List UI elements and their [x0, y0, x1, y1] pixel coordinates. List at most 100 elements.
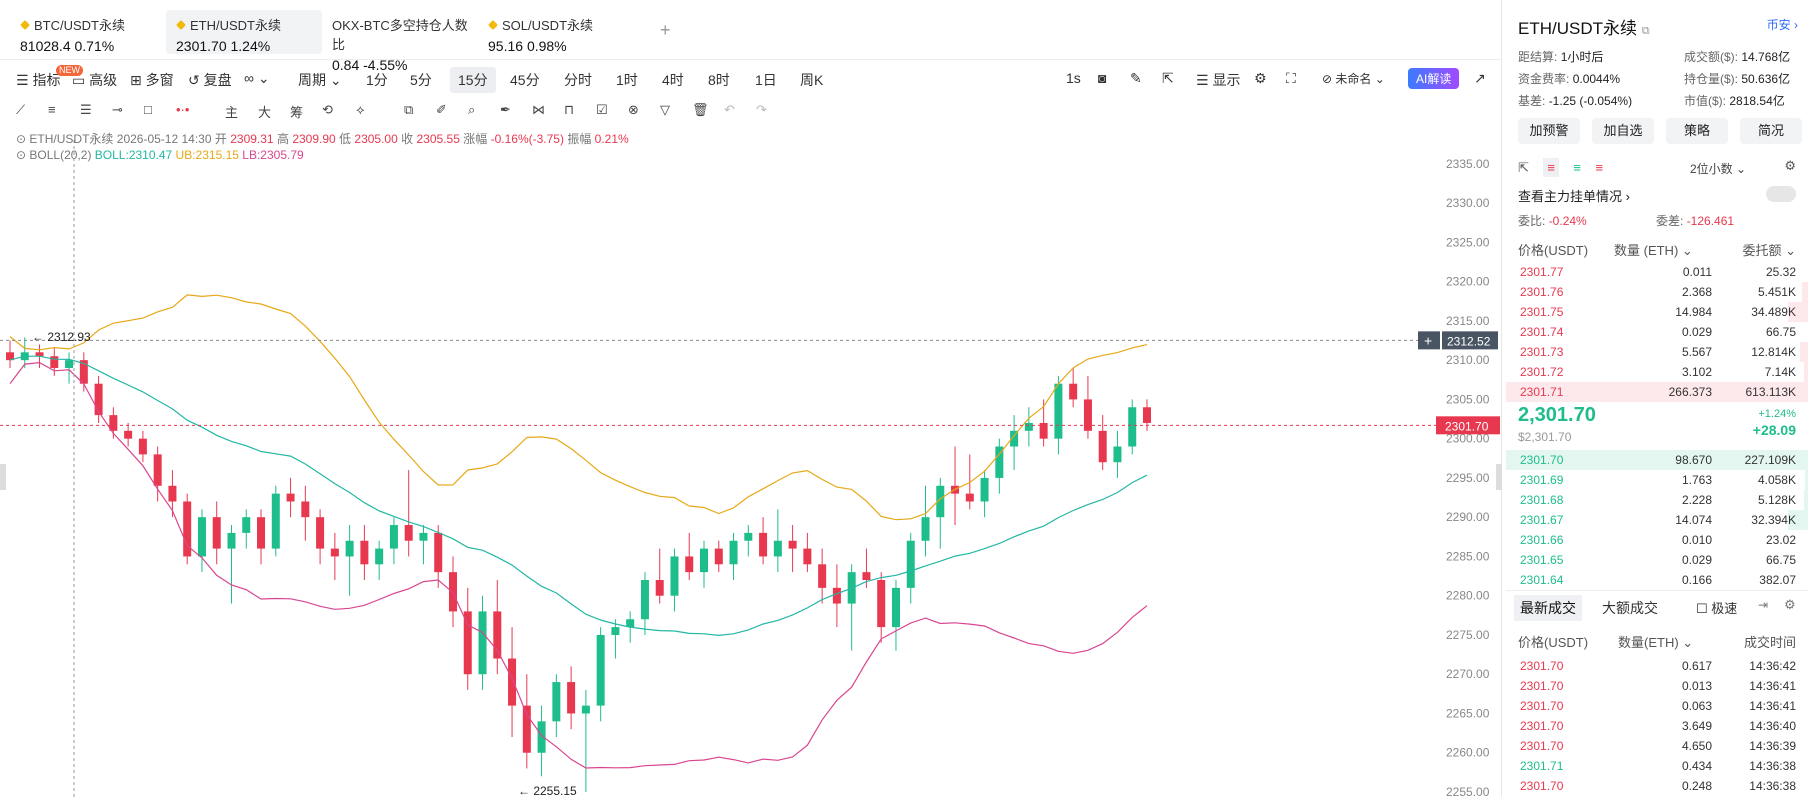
dots-tool-icon[interactable]: •·• — [176, 102, 190, 117]
main-orders-toggle[interactable] — [1766, 186, 1796, 202]
main-tool[interactable]: 主 — [225, 105, 239, 120]
big-tool[interactable]: 大 — [258, 105, 272, 120]
measure-tool-icon[interactable]: ⟡ — [356, 102, 365, 117]
fast-checkbox[interactable]: ☐ 极速 — [1696, 601, 1738, 616]
bid-row[interactable]: 2301.64 0.166 382.07 — [1506, 570, 1808, 590]
fib-tool-icon[interactable]: ⟲ — [322, 102, 333, 117]
decimals-dropdown[interactable]: 2位小数 ⌄ — [1690, 162, 1747, 176]
trash-icon[interactable]: 🗑 — [692, 102, 709, 117]
chart-type-dropdown[interactable]: ∞ ⌄ — [244, 70, 270, 86]
add-alert-button[interactable]: 加预警 — [1518, 118, 1580, 144]
coin-icon — [488, 19, 498, 30]
ask-row[interactable]: 2301.75 14.984 34.489K — [1506, 302, 1808, 322]
ask-row[interactable]: 2301.77 0.011 25.32 — [1506, 262, 1808, 282]
ruler-tool-icon[interactable]: ✐ — [436, 102, 447, 117]
chip-tool[interactable]: 筹 — [290, 105, 304, 120]
row-amount: 23.02 — [1765, 533, 1796, 547]
hlines-tool-icon[interactable]: ≡ — [48, 102, 56, 117]
ask-row[interactable]: 2301.76 2.368 5.451K — [1506, 282, 1808, 302]
bid-row[interactable]: 2301.68 2.228 5.128K — [1506, 490, 1808, 510]
channel-tool-icon[interactable]: ☰ — [80, 102, 92, 117]
trade-row[interactable]: 2301.70 0.063 14:36:41 — [1506, 696, 1808, 716]
bid-row[interactable]: 2301.67 14.074 32.394K — [1506, 510, 1808, 530]
tr-header-qty[interactable]: 数量(ETH) ⌄ — [1618, 635, 1694, 650]
multi-window-button[interactable]: ⊞ 多窗 — [130, 72, 174, 88]
export-icon[interactable]: ⇱ — [1162, 70, 1174, 86]
trade-row[interactable]: 2301.70 4.650 14:36:39 — [1506, 736, 1808, 756]
ob-header-qty[interactable]: 数量 (ETH) ⌄ — [1614, 243, 1693, 258]
tab-large-trades[interactable]: 大额成交 — [1602, 600, 1658, 616]
camera-icon[interactable]: ◙ — [1098, 70, 1107, 86]
indicators-button[interactable]: ☰ 指标 — [16, 72, 61, 88]
ask-row[interactable]: 2301.71 266.373 613.113K — [1506, 382, 1808, 402]
ai-explain-button[interactable]: AI解读 — [1408, 68, 1460, 89]
overview-button[interactable]: 简况 — [1740, 118, 1802, 144]
filter-icon[interactable]: ⇥ — [1758, 598, 1769, 612]
collapse-icon[interactable]: ⊙ — [16, 132, 27, 146]
magnet-tool-icon[interactable]: ⋈ — [532, 102, 545, 117]
trade-row[interactable]: 2301.70 0.248 14:36:38 — [1506, 776, 1808, 796]
strategy-button[interactable]: 策略 — [1666, 118, 1728, 144]
interval-45m[interactable]: 45分 — [510, 72, 540, 88]
copy-tool-icon[interactable]: ⧉ — [404, 102, 414, 117]
ask-row[interactable]: 2301.74 0.029 66.75 — [1506, 322, 1808, 342]
note-tool-icon[interactable]: ☑ — [596, 102, 608, 117]
add-tab-icon[interactable]: + — [660, 20, 671, 40]
ticker-tab-okx-ratio[interactable]: OKX-BTC多空持仓人数比 0.84 -4.55% — [332, 18, 468, 73]
trades-settings-icon[interactable]: ⚙ — [1784, 597, 1796, 612]
exchange-link[interactable]: 币安 › — [1766, 18, 1798, 32]
ask-row[interactable]: 2301.72 3.102 7.14K — [1506, 362, 1808, 382]
advanced-button[interactable]: ▭ 高级 NEW — [56, 65, 117, 90]
ticker-tab-eth[interactable]: ETH/USDT永续 2301.70 1.24% — [166, 10, 322, 54]
period-dropdown[interactable]: 周期 ⌄ — [298, 72, 342, 88]
bid-row[interactable]: 2301.65 0.029 66.75 — [1506, 550, 1808, 570]
filter-tool-icon[interactable]: ▽ — [660, 102, 670, 117]
interval-8h[interactable]: 8时 — [708, 72, 730, 88]
ticker-tab-btc[interactable]: BTC/USDT永续 81028.4 0.71% — [20, 18, 126, 54]
undo-icon[interactable]: ↶ — [724, 102, 735, 117]
settings-icon[interactable]: ⚙ — [1254, 70, 1267, 86]
ob-view-icons[interactable]: ⇱ ≡ ≡ ≡ — [1518, 158, 1604, 177]
candlestick-chart[interactable]: 2335.00 2330.00 2325.00 2320.00 2315.00 2310.… — [0, 140, 1502, 797]
link-tool-icon[interactable]: ⊗ — [628, 102, 639, 117]
candle-body — [1024, 422, 1033, 431]
interval-15m[interactable]: 15分 — [450, 67, 496, 93]
boll-settings-icon[interactable]: ⊙ — [16, 148, 27, 162]
fullscreen-icon[interactable]: ⛶ — [1286, 70, 1296, 86]
interval-1d[interactable]: 1日 — [755, 72, 777, 88]
zoom-tool-icon[interactable]: ⌕ — [468, 102, 476, 117]
pen-icon[interactable]: ✎ — [1130, 70, 1142, 86]
main-orders-link[interactable]: 查看主力挂单情况 › — [1518, 189, 1630, 204]
ob-header-amount[interactable]: 委托额 ⌄ — [1742, 243, 1796, 258]
interval-4h[interactable]: 4时 — [662, 72, 684, 88]
trade-row[interactable]: 2301.70 0.617 14:36:42 — [1506, 656, 1808, 676]
layout-name-dropdown[interactable]: ⊘ 未命名 ⌄ — [1322, 72, 1385, 86]
hline-tool-icon[interactable]: ⊸ — [112, 102, 123, 117]
bid-row[interactable]: 2301.69 1.763 4.058K — [1506, 470, 1808, 490]
ob-settings-icon[interactable]: ⚙ — [1784, 158, 1796, 173]
interval-1h[interactable]: 1时 — [616, 72, 638, 88]
replay-button[interactable]: ↺ 复盘 — [188, 72, 232, 88]
line-tool-icon[interactable]: ⟋ — [16, 102, 26, 117]
trade-row[interactable]: 2301.71 0.434 14:36:38 — [1506, 756, 1808, 776]
add-watchlist-button[interactable]: 加自选 — [1592, 118, 1654, 144]
brush-tool-icon[interactable]: ✒ — [500, 102, 511, 117]
ticker-tab-sol[interactable]: SOL/USDT永续 95.16 0.98% — [488, 18, 594, 54]
seconds-button[interactable]: 1s — [1066, 70, 1081, 86]
row-price: 2301.75 — [1520, 305, 1564, 319]
trade-row[interactable]: 2301.70 3.649 14:36:40 — [1506, 716, 1808, 736]
interval-time[interactable]: 分时 — [564, 72, 592, 88]
interval-week[interactable]: 周K — [800, 72, 824, 88]
interval-5m[interactable]: 5分 — [410, 72, 432, 88]
display-button[interactable]: ☰ 显示 — [1196, 72, 1241, 88]
interval-1m[interactable]: 1分 — [366, 72, 388, 88]
bid-row[interactable]: 2301.66 0.010 23.02 — [1506, 530, 1808, 550]
tab-latest-trades[interactable]: 最新成交 — [1514, 595, 1582, 621]
lock-tool-icon[interactable]: ⊓ — [564, 102, 575, 117]
rect-tool-icon[interactable]: □ — [144, 102, 152, 117]
redo-icon[interactable]: ↷ — [756, 102, 767, 117]
ask-row[interactable]: 2301.73 5.567 12.814K — [1506, 342, 1808, 362]
bid-row[interactable]: 2301.70 98.670 227.109K — [1506, 450, 1808, 470]
trade-row[interactable]: 2301.70 0.013 14:36:41 — [1506, 676, 1808, 696]
share-icon[interactable]: ↗ — [1474, 70, 1486, 86]
